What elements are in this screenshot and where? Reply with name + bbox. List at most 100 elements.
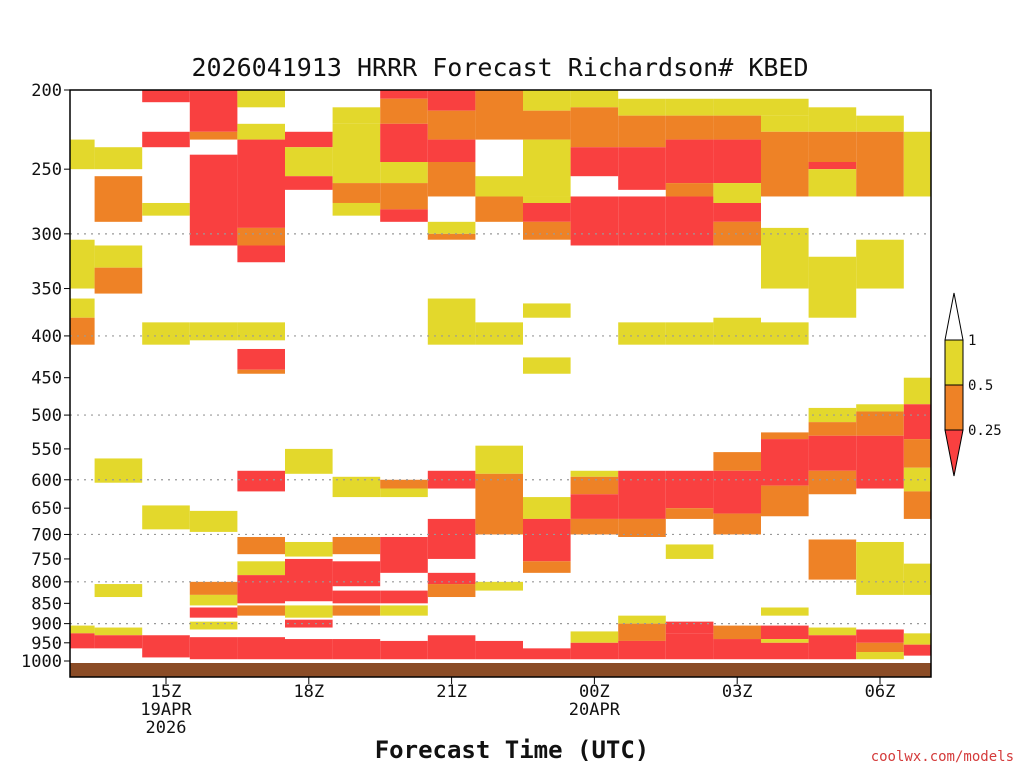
heatmap-cell (570, 631, 619, 643)
heatmap-cell (761, 439, 809, 486)
heatmap-cell (189, 594, 238, 606)
colorbar-mid (944, 384, 964, 431)
heatmap-cell (189, 607, 238, 618)
heatmap-cell (570, 476, 619, 495)
heatmap-cell (332, 183, 381, 203)
heatmap-cell (380, 123, 428, 162)
heatmap-cell (237, 369, 285, 374)
heatmap-cell (713, 513, 761, 535)
heatmap-cell (285, 147, 333, 177)
y-tick-label: 400 (31, 327, 62, 347)
heatmap-cell (285, 176, 333, 190)
heatmap-cell (665, 183, 714, 197)
heatmap-cell (713, 625, 761, 640)
heatmap-cell (903, 491, 931, 519)
x-tick-label: 20APR (569, 700, 621, 720)
heatmap-cell (808, 435, 857, 471)
heatmap-cell (618, 98, 666, 116)
heatmap-cell (761, 485, 809, 517)
heatmap-cell (713, 98, 761, 116)
heatmap-cell (618, 518, 666, 537)
x-tick-label: 2026 (146, 718, 187, 738)
credit-link[interactable]: coolwx.com/models (871, 749, 1014, 765)
heatmap-cell (380, 161, 428, 184)
heatmap-cell (570, 147, 619, 177)
x-tick-label: 19APR (140, 700, 192, 720)
heatmap-cell (427, 518, 476, 559)
heatmap-cell (523, 357, 571, 374)
heatmap-cell (237, 348, 285, 370)
heatmap-cell (570, 518, 619, 535)
heatmap-cell (713, 183, 761, 203)
heatmap-cell (475, 640, 523, 660)
heatmap-cell (761, 227, 809, 289)
y-tick-label: 250 (31, 160, 62, 180)
heatmap-cell (189, 621, 238, 630)
heatmap-cell (856, 629, 904, 643)
heatmap-cell (427, 635, 476, 660)
heatmap-cell (808, 539, 857, 580)
y-tick-label: 950 (31, 634, 62, 654)
x-tick-label: 15Z (151, 682, 182, 702)
heatmap-cell (523, 196, 571, 203)
x-tick-label: 06Z (865, 682, 896, 702)
colorbar-top-arrow (944, 292, 964, 341)
heatmap-cell (903, 131, 931, 197)
heatmap-cell (475, 322, 523, 345)
y-tick-label: 450 (31, 369, 62, 389)
heatmap-cell (475, 581, 523, 591)
heatmap-cell (618, 640, 666, 660)
x-tick-label: 18Z (293, 682, 324, 702)
heatmap-cell (761, 625, 809, 640)
heatmap-cell (523, 497, 571, 519)
y-tick-label: 200 (31, 81, 62, 101)
heatmap-cell (713, 452, 761, 471)
heatmap-cell (285, 605, 333, 618)
heatmap-cell (427, 470, 476, 489)
heatmap-cell (70, 239, 95, 289)
heatmap-cell (523, 221, 571, 240)
heatmap-cell (808, 407, 857, 423)
heatmap-cell (665, 322, 714, 345)
heatmap-cell (189, 154, 238, 246)
heatmap-cell (427, 161, 476, 197)
heatmap-cell (856, 131, 904, 197)
heatmap-cell (332, 536, 381, 555)
heatmap-cell (94, 176, 143, 222)
heatmap-cell (380, 479, 428, 489)
heatmap-cell (570, 470, 619, 477)
heatmap-cell (237, 322, 285, 341)
heatmap-cell (665, 621, 714, 634)
heatmap-cell (713, 115, 761, 140)
heatmap-cell (380, 605, 428, 616)
heatmap-cell (70, 139, 95, 170)
heatmap-cell (808, 635, 857, 660)
heatmap-cell (94, 245, 143, 268)
heatmap-cell (332, 123, 381, 162)
heatmap-cell (856, 435, 904, 489)
heatmap-cell (475, 90, 523, 140)
colorbar: 1 0.5 0.25 (944, 292, 1002, 477)
heatmap-cell (665, 98, 714, 116)
heatmap-cell (808, 627, 857, 636)
heatmap-cell (427, 221, 476, 234)
heatmap-cell (713, 639, 761, 660)
heatmap-cell (903, 377, 931, 405)
ground-strip (70, 663, 931, 677)
heatmap-cell (237, 123, 285, 140)
heatmap-cell (285, 558, 333, 602)
heatmap-cell (761, 115, 809, 132)
heatmap-cell (618, 470, 666, 519)
heatmap-cell (332, 605, 381, 616)
heatmap-cell (903, 633, 931, 645)
heatmap-cell (856, 115, 904, 132)
heatmap-cell (618, 615, 666, 624)
heatmap-cell (761, 607, 809, 616)
heatmap-cell (903, 644, 931, 656)
heatmap-cell (142, 90, 190, 103)
heatmap-cell (713, 221, 761, 246)
y-tick-label: 600 (31, 471, 62, 491)
heatmap-cell (475, 445, 523, 474)
